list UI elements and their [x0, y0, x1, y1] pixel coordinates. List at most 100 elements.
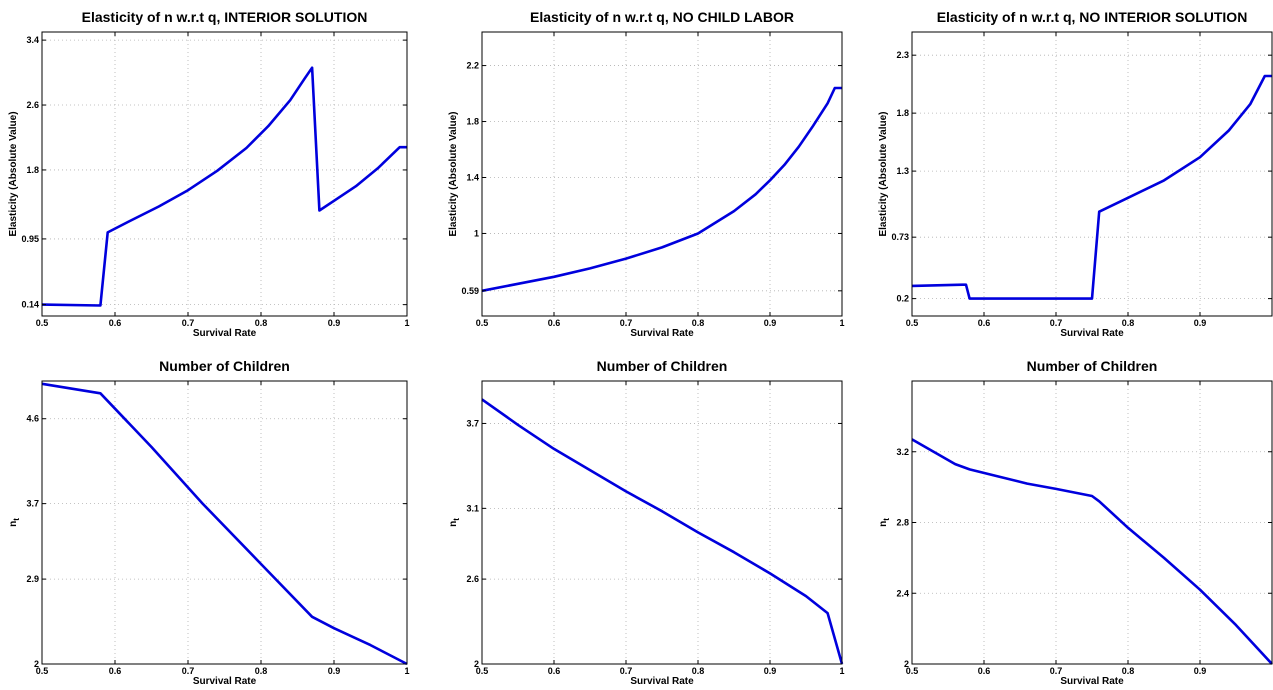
x-tick-label: 0.8: [255, 318, 268, 328]
x-tick-label: 1: [404, 318, 409, 328]
x-tick-label: 0.5: [36, 666, 49, 676]
x-tick-label: 0.7: [620, 318, 633, 328]
y-tick-label: 2.9: [26, 574, 39, 584]
x-tick-label: 0.5: [906, 318, 919, 328]
y-tick-label: 2.3: [896, 50, 909, 60]
x-tick-label: 0.6: [978, 318, 991, 328]
y-tick-label: 0.73: [891, 232, 909, 242]
y-tick-label: 2.6: [466, 574, 479, 584]
y-tick-label: 1.3: [896, 166, 909, 176]
x-tick-label: 0.9: [764, 318, 777, 328]
x-tick-label: 0.9: [328, 318, 341, 328]
series-line: [911, 438, 1273, 665]
chart-panel-6: 0.5 0.6 0.7 0.8 0.9 2 2.4 2.8 3.2 Number of Child…: [878, 358, 1273, 687]
y-tick-label: 0.14: [21, 300, 39, 310]
y-tick-label: 1.4: [466, 172, 479, 182]
x-tick-label: 0.6: [109, 666, 122, 676]
x-axis-label: Survival Rate: [193, 328, 257, 339]
plot-frame: [481, 31, 843, 317]
y-axis-label: n_tnt: [878, 518, 891, 527]
x-tick-label: 0.7: [1050, 666, 1063, 676]
y-axis-label: n_tnt: [448, 518, 461, 527]
y-tick-label: 2.4: [896, 588, 909, 598]
x-tick-label: 0.9: [328, 666, 341, 676]
grid: [42, 32, 407, 316]
x-axis-label: Survival Rate: [630, 328, 694, 339]
y-tick-label: 0.59: [461, 286, 479, 296]
series-line: [911, 74, 1272, 300]
x-tick-label: 0.7: [182, 666, 195, 676]
x-axis-label: Survival Rate: [1060, 328, 1124, 339]
x-tick-label: 0.8: [692, 318, 705, 328]
y-axis-label-subscript: t: [12, 518, 21, 521]
y-axis-label-subscript: t: [882, 518, 891, 521]
chart-title: Number of Children: [159, 358, 290, 374]
y-tick-label: 4.6: [26, 414, 39, 424]
y-tick-label: 3.7: [26, 499, 39, 509]
x-tick-label: 1: [839, 318, 844, 328]
x-tick-label: 0.5: [476, 666, 489, 676]
plot-frame: [481, 380, 843, 665]
y-tick-label: 3.4: [26, 35, 39, 45]
y-tick-label: 1: [474, 228, 479, 238]
y-tick-label: 2.8: [896, 518, 909, 528]
x-tick-label: 0.8: [1122, 666, 1135, 676]
x-tick-label: 0.9: [1194, 318, 1207, 328]
x-tick-label: 0.9: [1194, 666, 1207, 676]
y-axis-label-base: n: [448, 521, 459, 527]
y-tick-label: 2.6: [26, 100, 39, 110]
y-tick-label: 3.7: [466, 418, 479, 428]
x-axis-label: Survival Rate: [1060, 676, 1124, 687]
x-tick-label: 0.8: [255, 666, 268, 676]
series-line: [41, 66, 407, 307]
grid: [912, 381, 1272, 664]
chart-title: Elasticity of n w.r.t q, NO INTERIOR SOL…: [937, 9, 1248, 25]
chart-title: Number of Children: [1027, 358, 1158, 374]
x-tick-label: 1: [404, 666, 409, 676]
x-tick-label: 0.6: [548, 666, 561, 676]
x-tick-label: 0.8: [692, 666, 705, 676]
y-axis-label: Elasticity (Absolute Value): [8, 111, 19, 236]
x-tick-label: 0.7: [1050, 318, 1063, 328]
x-tick-label: 0.7: [182, 318, 195, 328]
grid: [482, 381, 842, 664]
y-axis-label: n_tnt: [8, 518, 21, 527]
y-tick-label: 1.8: [466, 117, 479, 127]
x-tick-label: 0.6: [978, 666, 991, 676]
plot-frame: [911, 31, 1273, 317]
chart-title: Number of Children: [597, 358, 728, 374]
x-tick-label: 0.5: [36, 318, 49, 328]
y-tick-label: 2: [474, 659, 479, 669]
chart-panel-5: 0.5 0.6 0.7 0.8 0.9 1 2 2.6 3.1 3.7 Number of Chil…: [448, 358, 845, 687]
x-tick-label: 0.7: [620, 666, 633, 676]
x-tick-label: 0.5: [906, 666, 919, 676]
chart-panel-4: 0.5 0.6 0.7 0.8 0.9 1 2 2.9 3.7 4.6 Number of Chil…: [8, 358, 410, 687]
y-tick-label: 2.2: [466, 61, 479, 71]
y-tick-label: 0.95: [21, 234, 39, 244]
x-tick-label: 0.8: [1122, 318, 1135, 328]
chart-panel-1: 0.5 0.6 0.7 0.8 0.9 1 0.14 0.95 1.8 2.6 3.4 Elastic…: [8, 9, 410, 339]
chart-title: Elasticity of n w.r.t q, NO CHILD LABOR: [530, 9, 794, 25]
y-tick-label: 0.2: [896, 294, 909, 304]
chart-panel-3: 0.5 0.6 0.7 0.8 0.9 0.2 0.73 1.3 1.8 2.3 Elasticit…: [878, 9, 1273, 339]
x-tick-label: 0.6: [548, 318, 561, 328]
x-tick-label: 1: [839, 666, 844, 676]
y-axis-label-base: n: [8, 521, 19, 527]
x-tick-label: 0.5: [476, 318, 489, 328]
y-axis-label-subscript: t: [452, 518, 461, 521]
y-axis-label: Elasticity (Absolute Value): [448, 111, 459, 236]
grid: [42, 381, 407, 664]
plot-frame: [41, 31, 408, 317]
plot-frame: [41, 380, 408, 665]
x-tick-label: 0.6: [109, 318, 122, 328]
x-axis-label: Survival Rate: [630, 676, 694, 687]
y-axis-label-base: n: [878, 521, 889, 527]
grid: [482, 32, 842, 316]
series-line: [481, 398, 844, 665]
y-tick-label: 3.2: [896, 447, 909, 457]
grid: [912, 32, 1272, 316]
y-tick-label: 1.8: [896, 108, 909, 118]
chart-panel-2: 0.5 0.6 0.7 0.8 0.9 1 0.59 1 1.4 1.8 2.2 Elasticity…: [448, 9, 845, 339]
